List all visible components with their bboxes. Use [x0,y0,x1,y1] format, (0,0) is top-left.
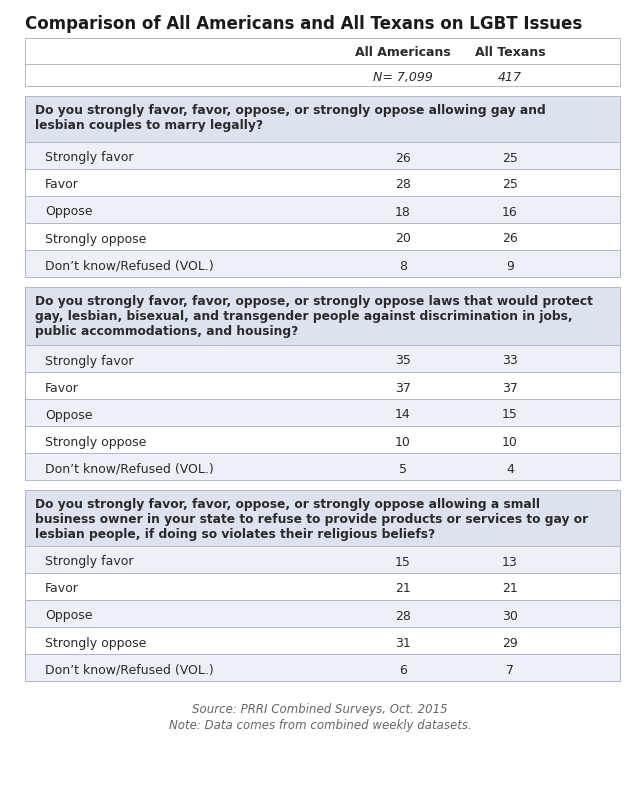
Text: 31: 31 [395,637,411,650]
Text: Don’t know/Refused (VOL.): Don’t know/Refused (VOL.) [45,663,214,676]
Text: 35: 35 [395,354,411,368]
Text: 37: 37 [502,382,518,394]
Text: 10: 10 [395,436,411,448]
Text: 8: 8 [399,259,407,273]
Text: 18: 18 [395,205,411,218]
Bar [25,196,620,223]
Bar [25,372,620,399]
Text: 6: 6 [399,663,407,676]
Text: 21: 21 [502,583,518,596]
Bar [25,573,620,600]
Text: 4: 4 [506,463,514,476]
Text: 15: 15 [502,408,518,422]
Bar [25,64,620,86]
Text: 28: 28 [395,179,411,192]
Bar [25,546,620,573]
Bar [25,38,620,64]
Text: 9: 9 [506,259,514,273]
Text: Source: PRRI Combined Surveys, Oct. 2015: Source: PRRI Combined Surveys, Oct. 2015 [192,703,448,716]
Text: Don’t know/Refused (VOL.): Don’t know/Refused (VOL.) [45,463,214,476]
Text: 7: 7 [506,663,514,676]
Text: Strongly favor: Strongly favor [45,151,134,164]
Text: 25: 25 [502,151,518,164]
Bar [25,654,620,681]
Bar [25,96,620,142]
Text: Strongly oppose: Strongly oppose [45,436,147,448]
Bar [25,287,620,345]
Text: 20: 20 [395,233,411,246]
Text: 29: 29 [502,637,518,650]
Text: 33: 33 [502,354,518,368]
Text: Favor: Favor [45,179,79,192]
Text: 25: 25 [502,179,518,192]
Text: Strongly oppose: Strongly oppose [45,637,147,650]
Bar [25,345,620,372]
Text: All Americans: All Americans [355,46,451,59]
Text: 5: 5 [399,463,407,476]
Bar [25,453,620,480]
Text: N= 7,099: N= 7,099 [373,71,433,84]
Text: Strongly favor: Strongly favor [45,354,134,368]
Text: 16: 16 [502,205,518,218]
Text: 26: 26 [395,151,411,164]
Text: 21: 21 [395,583,411,596]
Text: 26: 26 [502,233,518,246]
Text: Don’t know/Refused (VOL.): Don’t know/Refused (VOL.) [45,259,214,273]
Bar [25,399,620,426]
Text: 13: 13 [502,555,518,568]
Text: 14: 14 [395,408,411,422]
Bar [25,250,620,277]
Text: 10: 10 [502,436,518,448]
Bar [25,169,620,196]
Bar [25,142,620,169]
Text: 37: 37 [395,382,411,394]
Text: 15: 15 [395,555,411,568]
Text: 30: 30 [502,609,518,622]
Text: Comparison of All Americans and All Texans on LGBT Issues: Comparison of All Americans and All Texa… [25,15,582,33]
Text: 28: 28 [395,609,411,622]
Bar [25,600,620,627]
Text: Favor: Favor [45,382,79,394]
Bar [25,490,620,546]
Text: All Texans: All Texans [475,46,545,59]
Text: Oppose: Oppose [45,609,93,622]
Text: Oppose: Oppose [45,205,93,218]
Text: Do you strongly favor, favor, oppose, or strongly oppose laws that would protect: Do you strongly favor, favor, oppose, or… [35,295,593,338]
Text: 417: 417 [498,71,522,84]
Text: Oppose: Oppose [45,408,93,422]
Text: Strongly oppose: Strongly oppose [45,233,147,246]
Bar [25,627,620,654]
Text: Favor: Favor [45,583,79,596]
Text: Do you strongly favor, favor, oppose, or strongly oppose allowing a small
busine: Do you strongly favor, favor, oppose, or… [35,498,588,541]
Bar [25,223,620,250]
Bar [25,426,620,453]
Text: Do you strongly favor, favor, oppose, or strongly oppose allowing gay and
lesbia: Do you strongly favor, favor, oppose, or… [35,104,546,132]
Text: Strongly favor: Strongly favor [45,555,134,568]
Text: Note: Data comes from combined weekly datasets.: Note: Data comes from combined weekly da… [168,719,472,732]
